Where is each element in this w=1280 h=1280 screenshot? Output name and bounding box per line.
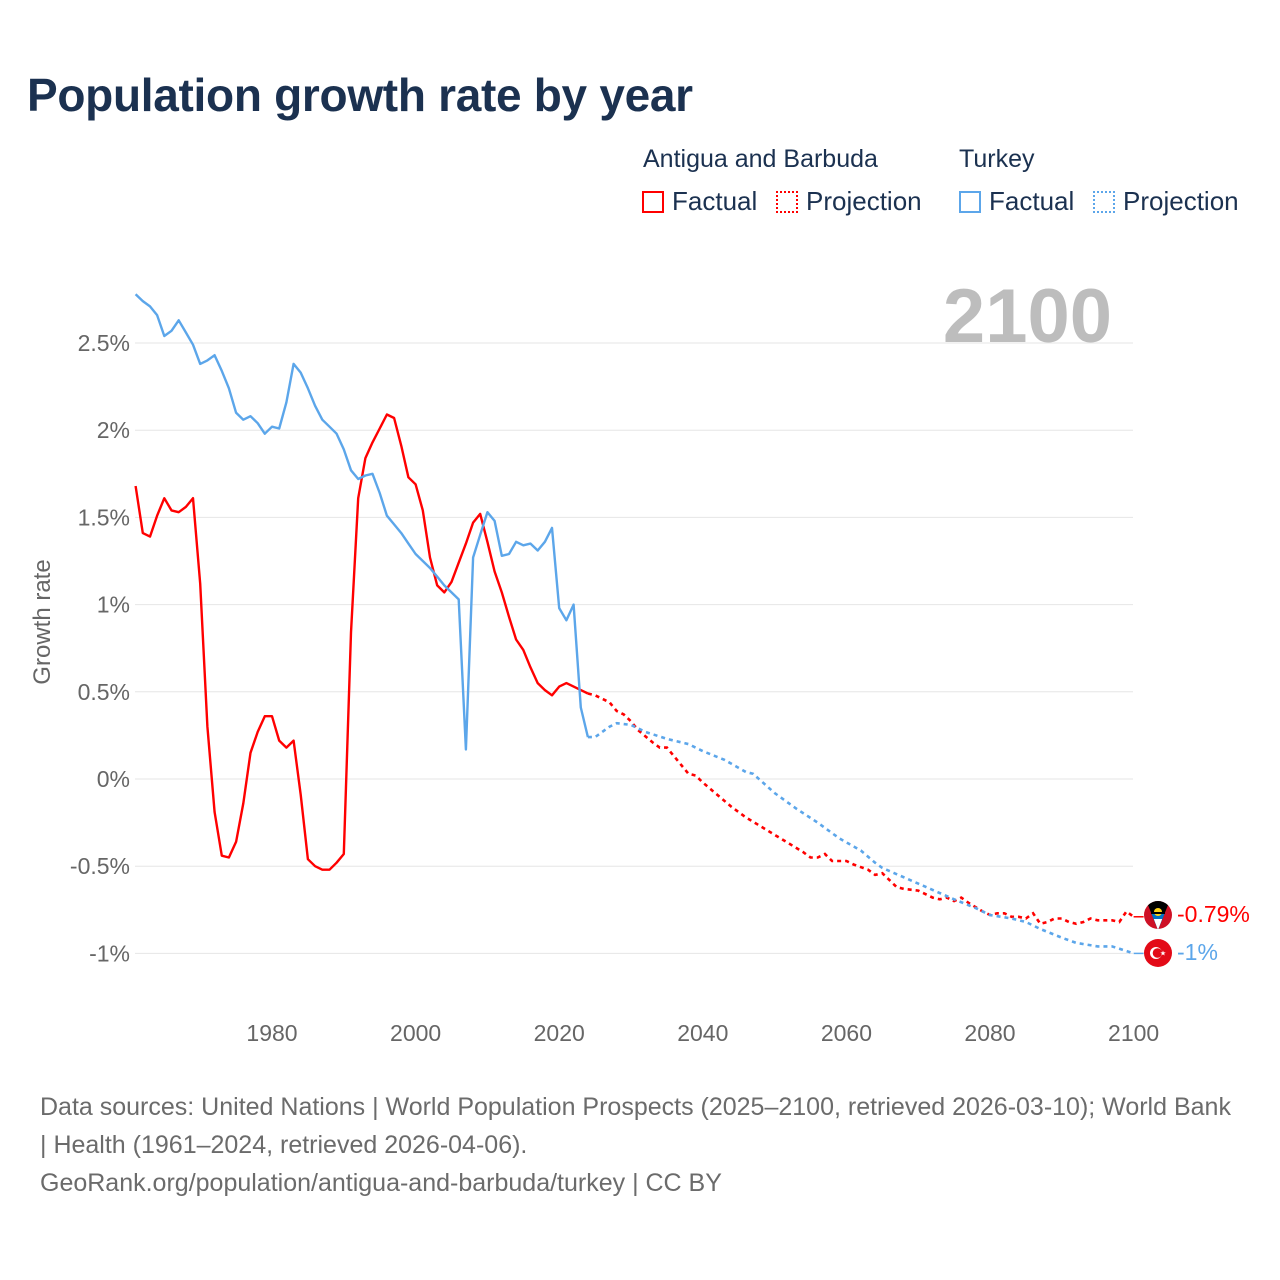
footer: Data sources: United Nations | World Pop… — [40, 1088, 1240, 1202]
y-tick-label: 0.5% — [78, 679, 130, 705]
legend-label: Projection — [1123, 186, 1239, 216]
legend-label: Factual — [989, 186, 1075, 216]
y-tick-label: 1% — [97, 592, 130, 618]
legend-turkey-projection[interactable]: Projection — [1093, 186, 1239, 217]
y-tick-label: 1.5% — [78, 504, 130, 530]
y-tick-label: 0% — [97, 766, 130, 792]
legend-swatch — [959, 190, 981, 213]
data-sources: Data sources: United Nations | World Pop… — [40, 1093, 1231, 1159]
y-axis-label: Growth rate — [29, 559, 56, 684]
x-tick-label: 2100 — [1108, 1020, 1159, 1046]
legend-antigua-factual[interactable]: Factual — [642, 186, 757, 217]
antigua-and-barbuda-flag-icon — [1144, 901, 1172, 929]
legend-swatch — [642, 190, 664, 213]
y-tick-label: -1% — [89, 940, 130, 966]
year-overlay: 2100 — [943, 274, 1112, 359]
antigua-projection-line — [587, 692, 1135, 926]
turkey-end-label: -1% — [1177, 939, 1218, 965]
x-tick-label: 2040 — [677, 1020, 728, 1046]
y-tick-label: -0.5% — [70, 853, 130, 879]
legend-group-antigua: Antigua and Barbuda — [643, 145, 878, 173]
legend-label: Factual — [672, 186, 758, 216]
x-tick-label: 1980 — [246, 1020, 297, 1046]
x-tick-label: 2060 — [821, 1020, 872, 1046]
y-tick-label: 2% — [97, 417, 130, 443]
y-tick-label: 2.5% — [78, 330, 130, 356]
legend-antigua-projection[interactable]: Projection — [776, 186, 922, 217]
antigua-factual-line — [134, 413, 589, 871]
legend-label: Projection — [806, 186, 922, 216]
credit-link[interactable]: GeoRank.org/population/antigua-and-barbu… — [40, 1169, 722, 1197]
x-tick-label: 2000 — [390, 1020, 441, 1046]
legend-group-turkey: Turkey — [959, 145, 1035, 173]
chart-title: Population growth rate by year — [27, 69, 693, 121]
turkey-factual-line — [134, 293, 590, 751]
legend-turkey-factual[interactable]: Factual — [959, 186, 1074, 217]
legend-swatch — [776, 190, 798, 213]
x-tick-label: 2080 — [964, 1020, 1015, 1046]
antigua-end-label: -0.79% — [1177, 901, 1250, 927]
legend-swatch — [1093, 190, 1115, 213]
x-tick-label: 2020 — [534, 1020, 585, 1046]
turkey-flag-icon — [1144, 939, 1172, 967]
